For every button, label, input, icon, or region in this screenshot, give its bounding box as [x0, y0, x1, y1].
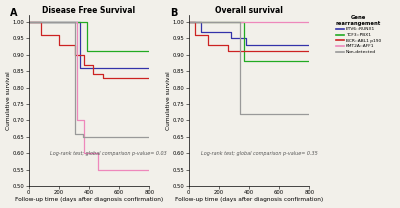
- Y-axis label: Cumulative survival: Cumulative survival: [6, 71, 10, 130]
- Text: B: B: [170, 9, 178, 19]
- Legend: ETV6::RUNX1, TCF3::PBX1, BCR::ABL1 p190, KMT2A::AFF1, Non-detected: ETV6::RUNX1, TCF3::PBX1, BCR::ABL1 p190,…: [335, 14, 382, 55]
- Title: Disease Free Survival: Disease Free Survival: [42, 6, 136, 15]
- Title: Overall survival: Overall survival: [215, 6, 283, 15]
- Text: Log-rank test; global comparison p-value= 0.03: Log-rank test; global comparison p-value…: [50, 151, 167, 156]
- X-axis label: Follow-up time (days after diagnosis confirmation): Follow-up time (days after diagnosis con…: [175, 197, 323, 202]
- Y-axis label: Cumulative survival: Cumulative survival: [166, 71, 170, 130]
- Text: Log-rank test; global comparison p-value= 0.35: Log-rank test; global comparison p-value…: [200, 151, 317, 156]
- Text: A: A: [10, 9, 18, 19]
- X-axis label: Follow-up time (days after diagnosis confirmation): Follow-up time (days after diagnosis con…: [15, 197, 163, 202]
